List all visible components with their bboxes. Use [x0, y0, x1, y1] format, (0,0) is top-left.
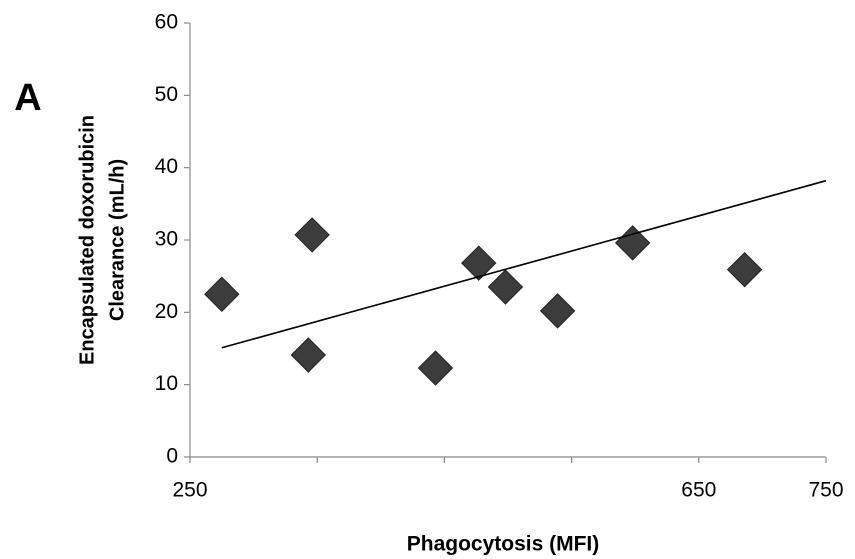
data-point — [461, 245, 497, 281]
data-point — [290, 337, 327, 373]
panel-label: A — [14, 77, 41, 119]
data-point — [539, 293, 576, 329]
data-point — [487, 269, 524, 305]
data-point — [204, 276, 240, 312]
y-tick-label: 0 — [166, 445, 178, 468]
y-tick-label: 30 — [155, 228, 178, 251]
y-tick-label: 10 — [155, 372, 178, 395]
data-point — [294, 217, 330, 253]
data-point — [726, 251, 763, 288]
y-tick-label: 20 — [155, 300, 178, 323]
data-point — [417, 350, 454, 386]
y-axis-label: Clearance (mL/h) — [106, 159, 128, 321]
y-tick-label: 50 — [155, 83, 178, 106]
x-axis-label: Phagocytosis (MFI) — [407, 533, 600, 556]
x-tick-label: 750 — [808, 479, 843, 502]
trendline — [221, 179, 827, 349]
y-axis-label: Encapsulated doxorubicin — [76, 115, 98, 365]
x-tick-label: 650 — [681, 479, 716, 502]
y-tick-label: 40 — [155, 155, 178, 178]
y-tick-label: 60 — [155, 11, 178, 34]
x-tick-label: 250 — [172, 479, 207, 502]
